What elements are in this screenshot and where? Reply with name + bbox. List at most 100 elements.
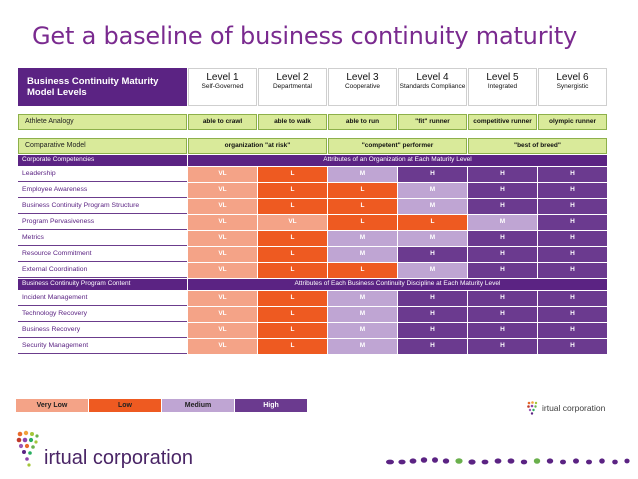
rating-cell: M bbox=[328, 247, 397, 262]
athlete-cell: able to crawl bbox=[188, 114, 257, 130]
row-label: Resource Commitment bbox=[18, 247, 187, 262]
rating-cell: M bbox=[328, 231, 397, 246]
rating-cell: L bbox=[258, 167, 327, 182]
legend-high: High bbox=[235, 399, 307, 412]
rating-cell: H bbox=[538, 323, 607, 338]
rating-cell: M bbox=[328, 307, 397, 322]
row-label: Employee Awareness bbox=[18, 183, 187, 198]
row-label: Technology Recovery bbox=[18, 307, 187, 322]
level-name: Level 2 bbox=[276, 72, 309, 83]
level-header: Level 2 Departmental bbox=[258, 68, 327, 106]
athlete-analogy-label: Athlete Analogy bbox=[18, 114, 187, 130]
row-label: Program Pervasiveness bbox=[18, 215, 187, 230]
level-header: Level 4 Standards Compliance bbox=[398, 68, 467, 106]
level-subtitle: Integrated bbox=[487, 82, 518, 90]
rating-cell: L bbox=[258, 323, 327, 338]
athlete-cell: able to run bbox=[328, 114, 397, 130]
level-name: Level 6 bbox=[556, 72, 589, 83]
level-header: Level 3 Cooperative bbox=[328, 68, 397, 106]
logo-small-text: irtual corporation bbox=[542, 403, 606, 413]
comparative-model-label: Comparative Model bbox=[18, 138, 187, 154]
rating-cell: H bbox=[538, 167, 607, 182]
row-label: Business Continuity Program Structure bbox=[18, 199, 187, 214]
spacer bbox=[18, 131, 607, 137]
rating-cell: M bbox=[468, 215, 537, 230]
section-label: Business Continuity Program Content bbox=[18, 279, 187, 290]
rating-cell: VL bbox=[188, 183, 257, 198]
rating-cell: H bbox=[398, 323, 467, 338]
rating-cell: M bbox=[398, 231, 467, 246]
row-label: Security Management bbox=[18, 339, 187, 354]
virtual-corporation-dots-icon bbox=[527, 401, 538, 415]
rating-cell: L bbox=[398, 215, 467, 230]
rating-cell: VL bbox=[188, 231, 257, 246]
section-label: Corporate Competencies bbox=[18, 155, 187, 166]
rating-cell: H bbox=[468, 339, 537, 354]
row-label: Incident Management bbox=[18, 291, 187, 306]
rating-cell: H bbox=[538, 291, 607, 306]
rating-cell: L bbox=[258, 247, 327, 262]
rating-cell: L bbox=[258, 307, 327, 322]
level-header: Level 1 Self-Governed bbox=[188, 68, 257, 106]
spacer bbox=[18, 107, 607, 113]
rating-cell: VL bbox=[258, 215, 327, 230]
rating-cell: H bbox=[468, 247, 537, 262]
rating-cell: L bbox=[328, 183, 397, 198]
rating-cell: M bbox=[328, 291, 397, 306]
level-subtitle: Self-Governed bbox=[201, 82, 244, 90]
rating-cell: H bbox=[468, 167, 537, 182]
decorative-dots-icon bbox=[386, 457, 630, 465]
athlete-cell: able to walk bbox=[258, 114, 327, 130]
rating-cell: H bbox=[538, 215, 607, 230]
rating-cell: M bbox=[328, 339, 397, 354]
rating-cell: L bbox=[328, 263, 397, 278]
athlete-cell: competitive runner bbox=[468, 114, 537, 130]
rating-cell: VL bbox=[188, 291, 257, 306]
rating-cell: H bbox=[398, 307, 467, 322]
rating-cell: H bbox=[468, 307, 537, 322]
rating-cell: M bbox=[328, 323, 397, 338]
rating-cell: H bbox=[468, 263, 537, 278]
rating-cell: H bbox=[538, 199, 607, 214]
level-name: Level 3 bbox=[346, 72, 379, 83]
rating-cell: M bbox=[398, 199, 467, 214]
virtual-corporation-dots-icon bbox=[16, 430, 39, 467]
rating-cell: L bbox=[258, 183, 327, 198]
rating-cell: VL bbox=[188, 199, 257, 214]
rating-cell: M bbox=[398, 263, 467, 278]
rating-cell: H bbox=[398, 167, 467, 182]
logo-large: irtual corporation bbox=[16, 430, 193, 468]
rating-cell: H bbox=[538, 231, 607, 246]
legend-medium: Medium bbox=[162, 399, 234, 412]
row-label: Business Recovery bbox=[18, 323, 187, 338]
rating-cell: H bbox=[468, 231, 537, 246]
level-subtitle: Synergistic bbox=[556, 82, 589, 90]
rating-cell: H bbox=[538, 339, 607, 354]
rating-cell: VL bbox=[188, 215, 257, 230]
level-header: Level 6 Synergistic bbox=[538, 68, 607, 106]
comparative-cell: "competent" performer bbox=[328, 138, 467, 154]
level-subtitle: Departmental bbox=[272, 82, 313, 90]
rating-cell: VL bbox=[188, 167, 257, 182]
section-caption: Attributes of Each Business Continuity D… bbox=[188, 279, 607, 290]
logo-large-text: irtual corporation bbox=[44, 447, 193, 469]
rating-cell: VL bbox=[188, 247, 257, 262]
rating-cell: H bbox=[538, 263, 607, 278]
row-label: External Coordination bbox=[18, 263, 187, 278]
rating-cell: VL bbox=[188, 339, 257, 354]
rating-cell: H bbox=[398, 339, 467, 354]
comparative-cell: organization "at risk" bbox=[188, 138, 327, 154]
rating-cell: VL bbox=[188, 307, 257, 322]
rating-cell: M bbox=[328, 167, 397, 182]
level-subtitle: Standards Compliance bbox=[399, 82, 466, 90]
legend-low: Low bbox=[89, 399, 161, 412]
legend-very-low: Very Low bbox=[16, 399, 88, 412]
athlete-cell: "fit" runner bbox=[398, 114, 467, 130]
level-header: Level 5 Integrated bbox=[468, 68, 537, 106]
logo-small: irtual corporation bbox=[526, 400, 605, 416]
section-caption: Attributes of an Organization at Each Ma… bbox=[188, 155, 607, 166]
rating-cell: L bbox=[258, 199, 327, 214]
rating-cell: M bbox=[398, 183, 467, 198]
comparative-cell: "best of breed" bbox=[468, 138, 607, 154]
maturity-model-table: Business Continuity Maturity Model Level… bbox=[18, 68, 611, 354]
